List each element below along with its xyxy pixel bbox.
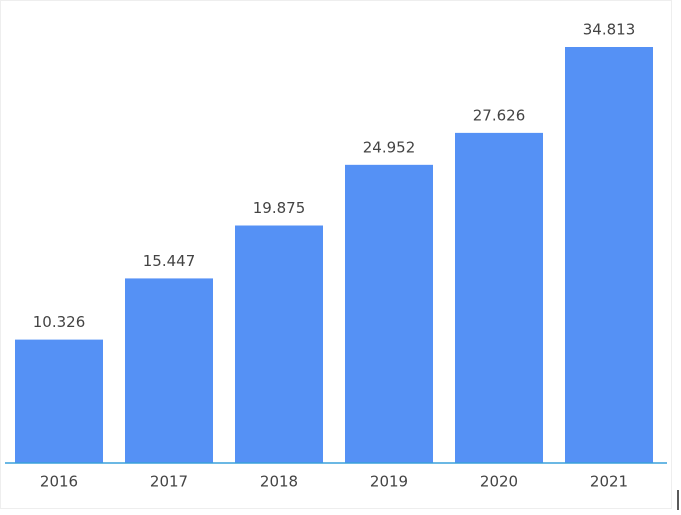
bar [235, 225, 323, 463]
bar [125, 278, 213, 463]
frame [0, 0, 672, 509]
value-label: 15.447 [143, 252, 196, 270]
x-tick-label: 2019 [370, 473, 408, 491]
bar [345, 164, 433, 463]
bar [565, 47, 653, 463]
value-label: 24.952 [363, 138, 416, 156]
value-label: 34.813 [583, 21, 636, 39]
value-label: 10.326 [33, 313, 86, 331]
x-tick-label: 2017 [150, 473, 188, 491]
x-tick-label: 2018 [260, 473, 298, 491]
bar [455, 132, 543, 464]
x-tick-label: 2021 [590, 473, 628, 491]
x-tick-label: 2016 [40, 473, 78, 491]
value-label: 19.875 [253, 199, 306, 217]
bar [15, 339, 103, 463]
x-tick-label: 2020 [480, 473, 518, 491]
value-label: 27.626 [473, 106, 526, 124]
